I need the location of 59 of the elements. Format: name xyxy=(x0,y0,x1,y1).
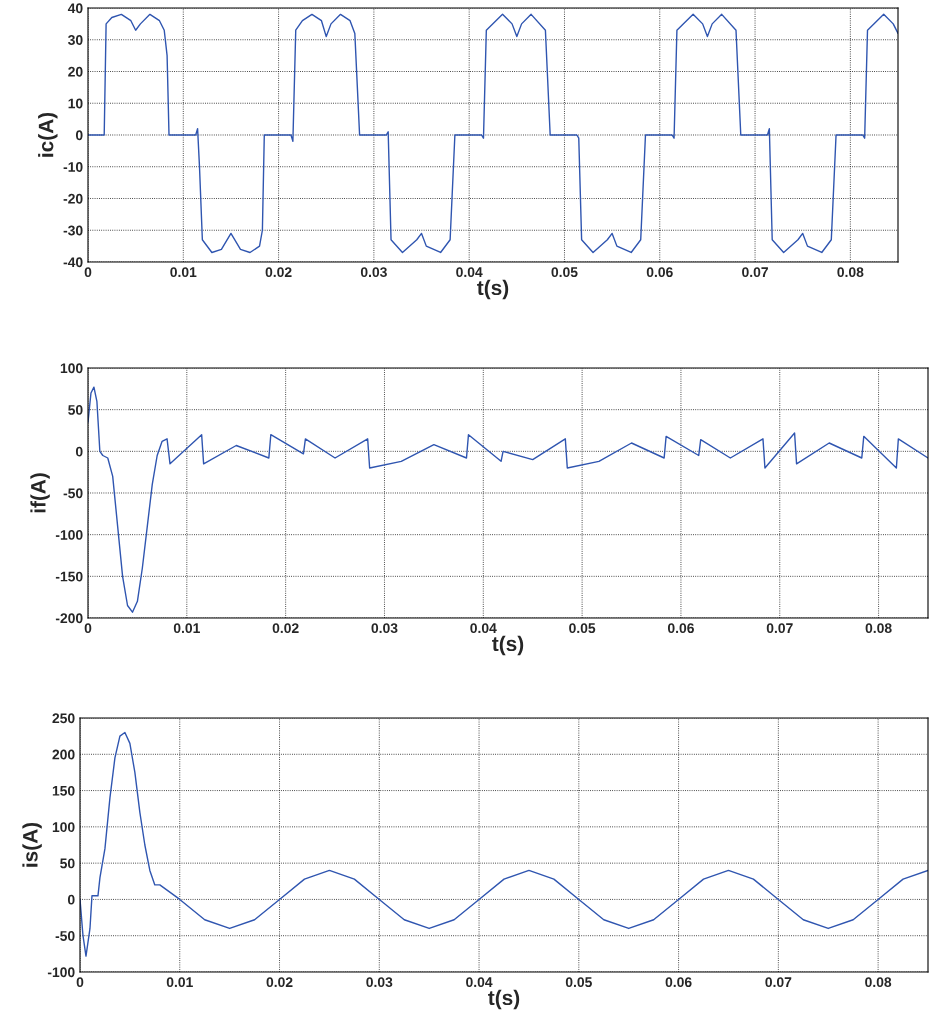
x-tick-label: 0.02 xyxy=(272,623,299,634)
y-tick-label: -100 xyxy=(55,530,83,540)
x-tick-label: 0.05 xyxy=(565,977,592,988)
y-tick-label: 50 xyxy=(68,405,83,415)
y-tick-label: 50 xyxy=(60,858,75,869)
x-tick-label: 0.08 xyxy=(865,623,892,634)
y-tick-label: -40 xyxy=(63,257,83,268)
y-tick-label: -50 xyxy=(63,488,83,499)
y-tick-label: 20 xyxy=(68,66,83,77)
y-tick-label: -200 xyxy=(55,613,83,624)
y-tick-label: 40 xyxy=(67,3,83,14)
x-tick-label: 0.03 xyxy=(360,267,387,278)
y-tick-label: 100 xyxy=(60,363,83,374)
x-tick-label: 0.07 xyxy=(742,267,768,278)
y-axis-title: ic(A) xyxy=(38,112,58,157)
x-tick-label: 0.08 xyxy=(865,977,892,988)
x-tick-label: 0.07 xyxy=(766,623,793,634)
x-axis-title: t(s) xyxy=(488,989,520,1010)
y-axis-title: is(A) xyxy=(22,822,42,867)
x-tick-label: 0.02 xyxy=(265,267,292,278)
x-axis-title: t(s) xyxy=(492,635,524,656)
x-tick-label: 0.06 xyxy=(665,977,692,988)
y-tick-label: 0 xyxy=(75,130,83,141)
y-tick-label: 30 xyxy=(68,35,83,45)
y-tick-label: -10 xyxy=(63,162,83,172)
y-tick-label: 0 xyxy=(67,894,75,905)
x-tick-label: 0 xyxy=(84,267,92,278)
x-tick-label: 0.06 xyxy=(646,267,673,278)
x-tick-label: 0.01 xyxy=(166,977,193,988)
line-series xyxy=(80,731,928,957)
y-axis-title: if(A) xyxy=(30,473,50,513)
line-series xyxy=(88,386,928,613)
x-tick-label: 0.04 xyxy=(466,977,493,988)
x-tick-label: 0.06 xyxy=(667,623,694,634)
y-tick-label: 0 xyxy=(75,446,83,457)
y-tick-label: -30 xyxy=(63,225,83,236)
x-tick-label: 0.01 xyxy=(173,623,200,634)
x-tick-label: 0.02 xyxy=(266,977,293,988)
y-tick-label: -50 xyxy=(55,931,75,941)
y-tick-label: -150 xyxy=(55,571,83,582)
y-tick-label: 250 xyxy=(52,713,75,724)
x-tick-label: 0.01 xyxy=(170,267,197,278)
y-tick-label: 150 xyxy=(52,785,75,796)
x-tick-label: 0.04 xyxy=(456,267,483,278)
y-tick-label: 200 xyxy=(52,749,75,760)
x-tick-label: 0.08 xyxy=(837,267,864,278)
y-tick-label: 100 xyxy=(52,822,75,833)
x-axis-title: t(s) xyxy=(477,279,509,300)
x-tick-label: 0.07 xyxy=(765,977,792,988)
line-series xyxy=(88,13,898,254)
y-tick-label: -20 xyxy=(63,193,83,204)
y-tick-label: 10 xyxy=(68,98,83,109)
x-tick-label: 0 xyxy=(84,623,92,634)
x-tick-label: 0.05 xyxy=(569,623,596,634)
x-tick-label: 0.04 xyxy=(470,623,497,634)
x-tick-label: 0.03 xyxy=(366,977,393,988)
y-tick-label: -100 xyxy=(47,967,75,978)
x-tick-label: 0.05 xyxy=(551,267,578,278)
x-tick-label: 0.03 xyxy=(371,623,398,634)
